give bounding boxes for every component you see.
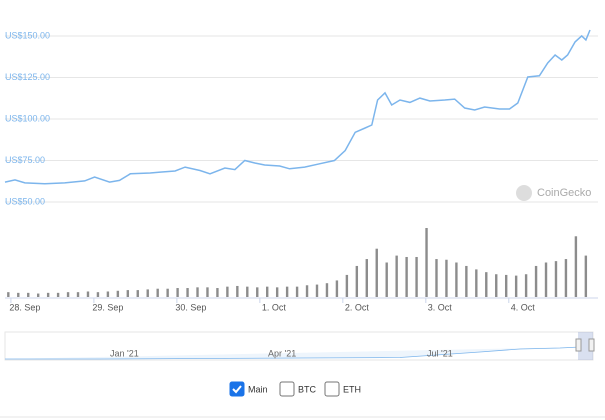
volume-bar — [405, 256, 408, 297]
volume-bar — [305, 285, 309, 297]
navigator-label: Jul '21 — [427, 348, 453, 358]
toggle-label: Main — [248, 384, 268, 394]
volume-bar — [544, 262, 548, 297]
volume-bar — [295, 286, 299, 297]
volume-bar — [146, 289, 149, 297]
volume-bar — [524, 274, 528, 297]
toggle[interactable]: BTC — [279, 381, 317, 397]
volume-bar — [226, 286, 229, 297]
volume-bar — [216, 288, 219, 297]
volume-bar — [236, 285, 239, 297]
navigator-handle[interactable] — [575, 338, 582, 352]
y-tick-label: US$150.00 — [5, 30, 50, 40]
volume-bar — [574, 236, 578, 297]
volume-bar — [385, 262, 388, 297]
volume-bar — [27, 292, 30, 297]
volume-bar — [465, 265, 468, 297]
volume-bar — [136, 290, 139, 297]
y-tick-label: US$125.00 — [5, 72, 50, 82]
watermark-icon — [516, 185, 532, 201]
volume-bar — [315, 284, 319, 297]
volume-bar — [46, 292, 50, 297]
volume-bar — [455, 262, 458, 297]
volume-bar — [126, 290, 130, 297]
navigator-handle[interactable] — [588, 338, 595, 352]
volume-bar — [365, 259, 368, 297]
toggle[interactable]: ETH — [324, 381, 361, 397]
y-tick-label: US$75.00 — [5, 155, 45, 165]
watermark: CoinGecko — [516, 185, 591, 201]
volume-bar — [325, 283, 329, 297]
volume-bar — [584, 255, 588, 297]
x-tick-label: 1. Oct — [262, 302, 287, 312]
volume-bar — [66, 292, 70, 297]
volume-bar — [395, 255, 398, 297]
volume-bar — [514, 275, 518, 297]
price-line — [4, 29, 591, 185]
volume-bar — [246, 286, 249, 297]
volume-bar — [7, 292, 10, 297]
x-tick-label: 2. Oct — [345, 302, 370, 312]
navigator-line — [5, 346, 581, 360]
toggle-label: BTC — [298, 384, 317, 394]
x-tick-label: 3. Oct — [428, 302, 453, 312]
volume-bar — [554, 261, 558, 297]
volume-bar — [564, 259, 568, 297]
volume-bar — [504, 274, 508, 297]
volume-bar — [166, 288, 169, 297]
volume-bar — [415, 256, 418, 297]
volume-bar — [355, 265, 359, 297]
volume-bar — [345, 274, 349, 297]
volume-bar — [435, 259, 438, 297]
checkmark — [232, 385, 242, 394]
navigator: Jan '21 Apr '21 Jul '21 — [4, 331, 595, 361]
volume-bar — [375, 248, 378, 297]
volume-bar — [186, 288, 189, 297]
x-tick-label: 28. Sep — [9, 302, 40, 312]
navigator-label: Apr '21 — [268, 348, 296, 358]
volume-bar — [176, 288, 179, 297]
volume-bar — [196, 287, 199, 297]
x-tick-label: 30. Sep — [175, 302, 206, 312]
volume-bar — [285, 286, 289, 297]
volume-bar — [534, 265, 538, 297]
volume-bar — [156, 288, 159, 297]
x-tick-label: 4. Oct — [511, 302, 536, 312]
volume-bar — [275, 287, 279, 297]
volume-bar — [116, 290, 120, 297]
volume-bar — [445, 259, 448, 297]
volume-bar — [495, 274, 498, 297]
volume-bar — [425, 228, 428, 297]
volume-bar — [485, 272, 488, 297]
y-tick-label: US$100.00 — [5, 113, 50, 123]
volume-bar — [96, 292, 100, 297]
checkbox[interactable] — [229, 381, 245, 397]
checkbox[interactable] — [324, 381, 340, 397]
volume-bar — [56, 292, 60, 297]
toggle[interactable]: Main — [229, 381, 268, 397]
volume-bar — [206, 287, 209, 297]
volume-bar — [76, 292, 80, 297]
volume-bar — [475, 269, 478, 297]
toggle-label: ETH — [343, 384, 361, 394]
x-tick-label: 29. Sep — [92, 302, 123, 312]
volume-bar — [256, 287, 259, 297]
navigator-label: Jan '21 — [110, 348, 139, 358]
volume-bar — [86, 291, 90, 297]
volume-bar — [106, 291, 110, 297]
volume-bar — [266, 286, 269, 297]
volume-bar — [335, 280, 339, 297]
volume-bar — [17, 292, 20, 297]
y-tick-label: US$50.00 — [5, 196, 45, 206]
watermark-text: CoinGecko — [537, 187, 591, 199]
volume-bar — [36, 293, 40, 297]
checkbox[interactable] — [279, 381, 295, 397]
